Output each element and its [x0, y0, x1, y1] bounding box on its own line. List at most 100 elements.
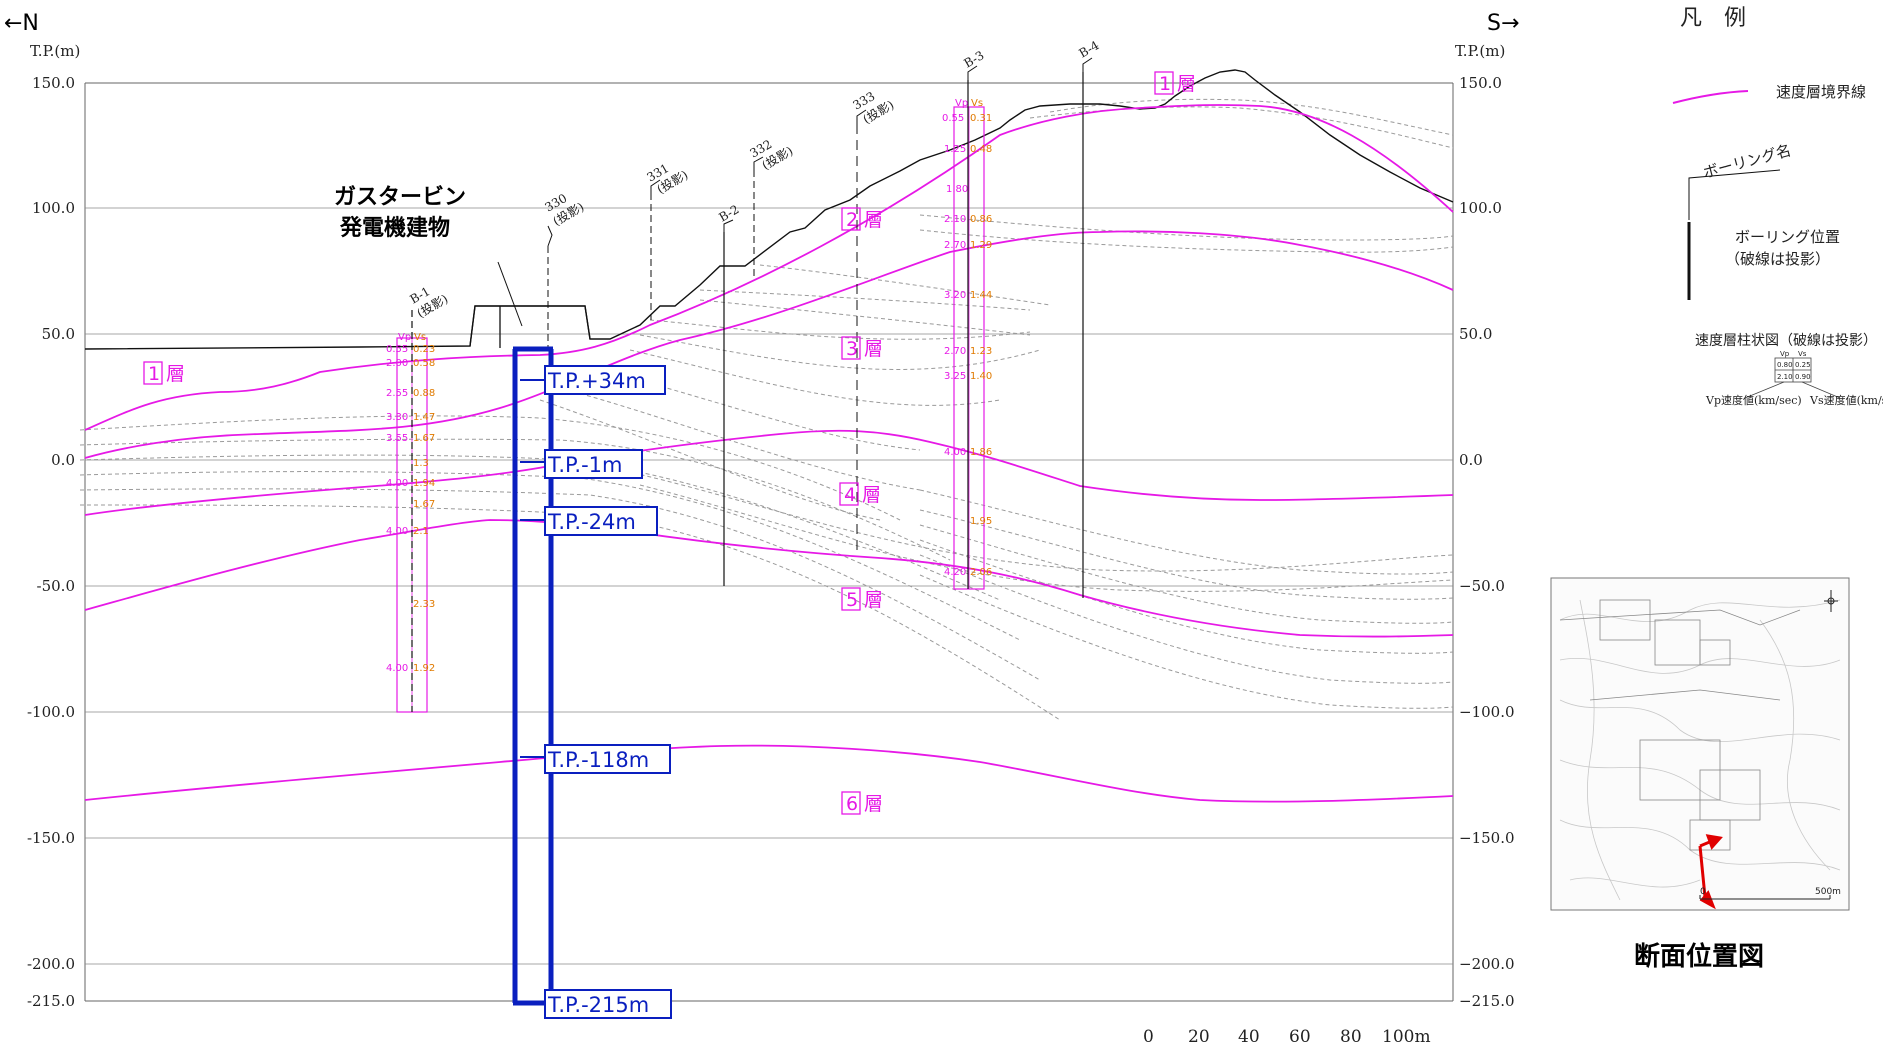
- svg-text:T.P.-1m: T.P.-1m: [547, 453, 622, 477]
- b3-vs-0: 0.31: [970, 113, 992, 124]
- b1-vs-1: 0.58: [413, 358, 435, 369]
- svg-text:Vp: Vp: [1780, 350, 1790, 358]
- boring-b4: B-4: [1077, 38, 1102, 598]
- svg-text:0.25: 0.25: [1795, 361, 1811, 369]
- b1-vp-2: 2.55: [386, 388, 408, 399]
- b1-vs-4: 1.67: [413, 433, 435, 444]
- b1-vs-5: 1.3: [413, 458, 429, 469]
- tp-marker-34: T.P.+34m: [520, 365, 666, 395]
- svg-text:4: 4: [844, 484, 856, 506]
- boundary-2-3: [84, 230, 1454, 459]
- layer-label-4: 4 層: [839, 482, 881, 506]
- boundary-1-2: [84, 104, 1454, 431]
- scale-tick-0: 0: [1143, 1027, 1154, 1047]
- legend: 凡 例 速度層境界線 ボーリング名 ボーリング位置 （破線は投影） 速度層柱状図…: [1672, 6, 1883, 407]
- legend-title: 凡 例: [1680, 6, 1746, 31]
- b1-vs-8: 2.1: [413, 526, 429, 537]
- svg-text:層: 層: [1177, 73, 1196, 95]
- tp-marker-minus215: T.P.-215m: [520, 989, 672, 1019]
- right-tick-0: 0.0: [1459, 451, 1483, 469]
- b1-vs-9: 2.33: [413, 599, 435, 610]
- b3-vs-6: 1.40: [970, 371, 992, 382]
- b4-name: B-4: [1077, 38, 1102, 61]
- right-tick-50: 50.0: [1459, 325, 1492, 343]
- b3-vs-3: 1.29: [970, 240, 992, 251]
- right-tick-minus100: −100.0: [1459, 703, 1515, 721]
- location-map: 0 500m 断面位置図: [1550, 577, 1850, 972]
- svg-text:3: 3: [846, 338, 858, 360]
- left-tick-minus200: -200.0: [27, 955, 75, 973]
- b3-vp-4: 2.70: [944, 240, 966, 251]
- b1-vp-0: 0.55: [386, 344, 408, 355]
- left-tick-50: 50.0: [42, 325, 75, 343]
- scale-tick-80: 80: [1340, 1027, 1362, 1047]
- b3-vp-9: 4.20: [944, 567, 966, 578]
- gas-turbine-building: [469, 305, 591, 348]
- boring-331: 331 (投影): [645, 161, 690, 320]
- svg-text:T.P.-24m: T.P.-24m: [547, 510, 636, 534]
- layer-label-1-left: 1 層: [143, 361, 185, 385]
- building-label-line2: 発電機建物: [339, 215, 450, 241]
- plot-frame: [84, 82, 1454, 1002]
- scale-tick-40: 40: [1238, 1027, 1260, 1047]
- layer-label-3: 3 層: [841, 336, 883, 360]
- left-axis-unit: T.P.(m): [30, 42, 80, 60]
- b1-vs-6: 1.94: [413, 478, 435, 489]
- ground-surface-line: [84, 69, 1454, 350]
- b3-name: B-3: [962, 48, 987, 70]
- boring-330: 330 (投影): [543, 191, 586, 348]
- svg-text:T.P.-118m: T.P.-118m: [547, 748, 649, 772]
- b3-vp-3: 2.10: [944, 214, 966, 225]
- b3-vp-1: 1.25: [944, 144, 966, 155]
- b3-vs-1: 0.48: [970, 144, 992, 155]
- scale-tick-100: 100m: [1382, 1027, 1431, 1047]
- map-scale-0: 0: [1700, 887, 1706, 897]
- scale-tick-60: 60: [1289, 1027, 1311, 1047]
- evaluation-column: [512, 346, 554, 1006]
- building-leader-line: [497, 261, 523, 327]
- legend-column-example: Vp Vs 0.80 0.25 2.10 0.90: [1744, 350, 1841, 399]
- svg-text:T.P.+34m: T.P.+34m: [547, 369, 646, 393]
- distance-scale: 0 20 40 60 80 100m: [1143, 1027, 1431, 1047]
- right-tick-minus50: −50.0: [1459, 577, 1505, 595]
- svg-text:2.10: 2.10: [1777, 373, 1793, 381]
- boring-b1: B-1 (投影) Vp Vs 0.55 0.23 2.00 0.58 2.55 …: [386, 284, 450, 713]
- left-tick-minus215: -215.0: [27, 992, 75, 1010]
- left-tick-150: 150.0: [32, 74, 75, 92]
- boundary-4-5: [84, 519, 1454, 638]
- b1-vp-4: 3.55: [386, 433, 408, 444]
- b3-vs-5: 1.23: [970, 346, 992, 357]
- svg-text:層: 層: [862, 484, 881, 506]
- velocity-layer-boundaries: [84, 104, 1454, 803]
- b1-vp-3: 3.30: [386, 412, 408, 423]
- b3-vp-8: 4.00: [944, 447, 966, 458]
- svg-text:5: 5: [846, 589, 858, 611]
- north-direction-label: ←N: [4, 11, 39, 36]
- b3-vs-head: Vs: [971, 98, 983, 109]
- svg-text:1: 1: [1159, 73, 1171, 95]
- location-map-title: 断面位置図: [1634, 941, 1764, 972]
- right-tick-minus215: −215.0: [1459, 992, 1515, 1010]
- right-elevation-ticks: 150.0 100.0 50.0 0.0 −50.0 −100.0 −150.0…: [1459, 74, 1515, 1010]
- b1-vs-0: 0.23: [413, 344, 435, 355]
- b3-vs-8: 1.95: [970, 516, 992, 527]
- b3-vs-7: 1.86: [970, 447, 992, 458]
- b3-vp-6: 2.70: [944, 346, 966, 357]
- right-tick-minus150: −150.0: [1459, 829, 1515, 847]
- map-scale-500: 500m: [1815, 887, 1841, 897]
- layer-label-2: 2 層: [841, 207, 883, 231]
- b1-vs-10: 1.92: [413, 663, 435, 674]
- tp-marker-minus24: T.P.-24m: [520, 506, 658, 536]
- svg-text:6: 6: [846, 793, 858, 815]
- layer-label-6: 6 層: [841, 791, 883, 815]
- b3-vp-0: 0.55: [942, 113, 964, 124]
- legend-boring-leader: [1688, 169, 1781, 220]
- b3-vs-2: 0.86: [970, 214, 992, 225]
- svg-text:層: 層: [864, 589, 883, 611]
- layer-label-1-top: 1 層: [1154, 71, 1196, 95]
- left-tick-minus50: -50.0: [37, 577, 75, 595]
- boring-b3: B-3 Vp Vs 0.55 0.31 1.25 0.48 1.80 2.10 …: [942, 48, 992, 590]
- legend-vp-caption: Vp速度値(km/sec): [1705, 393, 1802, 407]
- b1-vs-2: 0.88: [413, 388, 435, 399]
